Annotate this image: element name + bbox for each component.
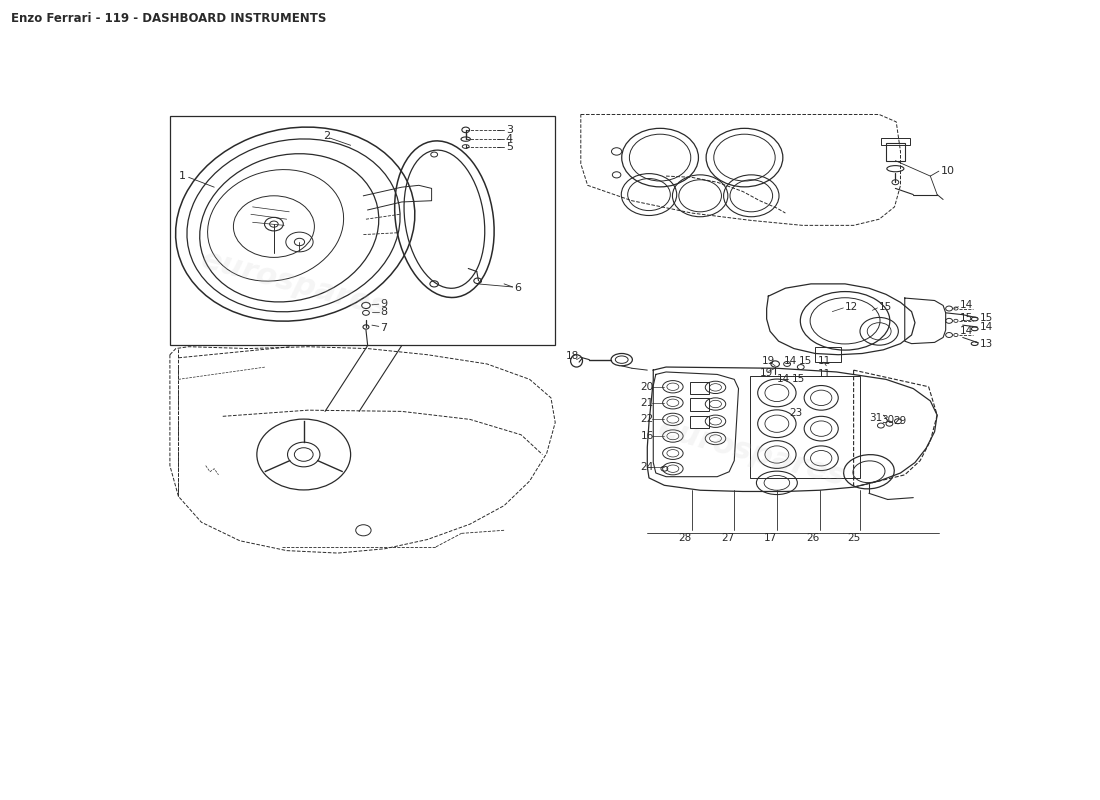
Text: 3: 3 <box>506 125 513 135</box>
Text: 14: 14 <box>960 326 974 336</box>
Text: 11: 11 <box>817 356 830 366</box>
Text: 20: 20 <box>640 382 653 392</box>
Bar <box>881 138 910 146</box>
Text: 13: 13 <box>980 338 993 349</box>
Bar <box>690 416 708 428</box>
Text: 14: 14 <box>980 322 993 332</box>
Text: 11: 11 <box>817 370 830 379</box>
Text: 9: 9 <box>381 299 387 310</box>
Text: 8: 8 <box>381 307 387 318</box>
Text: 25: 25 <box>847 533 860 542</box>
Text: eurospares: eurospares <box>198 245 392 323</box>
Text: 18: 18 <box>565 351 579 361</box>
Text: 15: 15 <box>799 356 812 366</box>
Text: 10: 10 <box>940 166 955 176</box>
Text: 31: 31 <box>869 413 882 422</box>
Text: 22: 22 <box>640 414 653 424</box>
Text: 23: 23 <box>789 408 802 418</box>
Bar <box>886 143 904 161</box>
Text: 2: 2 <box>323 131 330 141</box>
Text: 26: 26 <box>806 533 820 542</box>
Text: 24: 24 <box>640 462 653 472</box>
Text: 4: 4 <box>506 134 513 144</box>
Text: 14: 14 <box>783 356 796 366</box>
Text: 19: 19 <box>760 368 773 378</box>
Text: 29: 29 <box>893 416 906 426</box>
Text: 15: 15 <box>980 313 993 322</box>
Text: Enzo Ferrari - 119 - DASHBOARD INSTRUMENTS: Enzo Ferrari - 119 - DASHBOARD INSTRUMEN… <box>11 12 327 25</box>
Text: 28: 28 <box>679 533 692 542</box>
Text: 15: 15 <box>879 302 892 312</box>
Text: 7: 7 <box>381 322 387 333</box>
Bar <box>690 398 708 410</box>
Text: 5: 5 <box>506 142 513 152</box>
Text: 30: 30 <box>881 415 894 425</box>
Text: 21: 21 <box>640 398 653 408</box>
Text: 16: 16 <box>640 431 653 441</box>
Text: 15: 15 <box>960 313 974 322</box>
Text: 12: 12 <box>845 302 858 312</box>
Text: 14: 14 <box>777 374 790 384</box>
Text: 1: 1 <box>178 171 186 181</box>
Text: 6: 6 <box>515 283 521 293</box>
Bar <box>749 376 860 478</box>
Text: 17: 17 <box>763 533 777 542</box>
Text: 15: 15 <box>792 374 805 384</box>
Text: 27: 27 <box>720 533 734 542</box>
Text: 19: 19 <box>761 356 774 366</box>
Text: eurospares: eurospares <box>654 414 848 492</box>
Text: 14: 14 <box>960 301 974 310</box>
Bar <box>169 116 556 346</box>
Bar <box>690 382 708 394</box>
Bar <box>815 346 840 362</box>
